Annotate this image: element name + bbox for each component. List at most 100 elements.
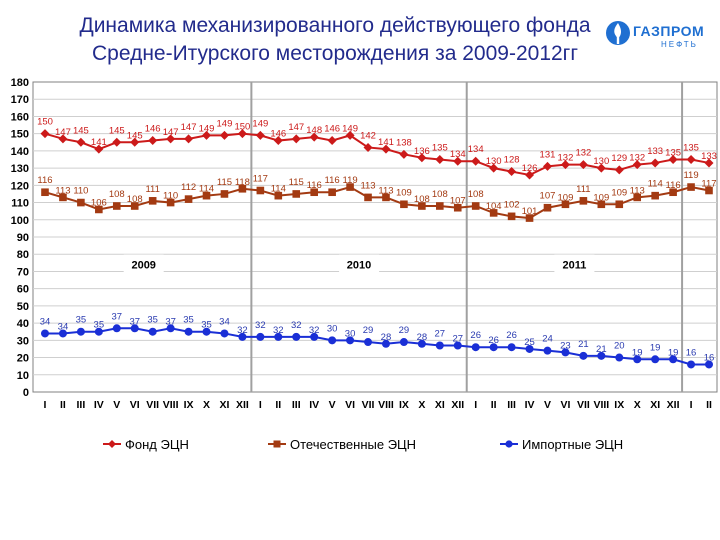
y-tick-label: 180 — [11, 77, 29, 89]
data-point — [525, 344, 534, 353]
data-label: 26 — [488, 335, 499, 346]
data-point — [489, 209, 498, 217]
data-label: 19 — [668, 347, 679, 358]
data-label: 108 — [432, 189, 448, 200]
data-point — [292, 190, 301, 198]
data-point — [148, 197, 157, 205]
data-label: 113 — [630, 185, 645, 196]
gazprom-neft-logo: ГАЗПРОМ НЕФТЬ — [606, 21, 704, 49]
data-point — [560, 160, 570, 170]
data-point — [597, 200, 606, 209]
legend-marker — [273, 440, 281, 448]
data-label: 147 — [55, 127, 71, 138]
data-point — [542, 161, 552, 171]
data-label: 102 — [504, 199, 520, 210]
data-label: 101 — [522, 206, 538, 217]
data-label: 108 — [468, 189, 484, 200]
legend-label: Импортные ЭЦН — [522, 437, 623, 452]
data-label: 32 — [291, 320, 302, 331]
data-label: 23 — [560, 340, 571, 351]
data-point — [417, 339, 426, 348]
data-label: 116 — [37, 175, 52, 186]
data-point — [166, 198, 175, 207]
data-label: 111 — [145, 184, 159, 195]
data-point — [578, 160, 588, 170]
data-point — [453, 203, 462, 212]
data-label: 134 — [450, 149, 466, 160]
x-tick-label: V — [544, 399, 551, 411]
data-point — [95, 205, 103, 214]
y-tick-label: 10 — [17, 370, 29, 382]
data-label: 146 — [145, 124, 161, 135]
y-tick-label: 100 — [11, 215, 29, 227]
y-tick-label: 90 — [17, 232, 29, 244]
data-label: 37 — [111, 311, 122, 322]
data-label: 135 — [683, 143, 699, 154]
data-label: 27 — [435, 329, 446, 340]
data-point — [310, 188, 318, 197]
data-point — [58, 329, 67, 338]
data-label: 19 — [632, 347, 643, 358]
data-label: 32 — [255, 320, 266, 331]
data-point — [219, 130, 229, 140]
year-label: 2010 — [347, 260, 371, 272]
x-tick-label: II — [275, 399, 281, 411]
data-label: 135 — [432, 143, 448, 154]
data-label: 108 — [127, 194, 143, 205]
chart-title-line-1: Динамика механизированного действующего … — [79, 14, 591, 37]
data-point — [489, 163, 499, 173]
data-point — [220, 190, 229, 198]
data-point — [274, 332, 283, 341]
data-point — [381, 339, 390, 348]
logo-subtext: НЕФТЬ — [661, 40, 698, 49]
y-tick-label: 170 — [11, 94, 29, 106]
y-tick-label: 160 — [11, 111, 29, 123]
data-point — [94, 327, 103, 336]
data-label: 109 — [396, 187, 412, 198]
data-point — [184, 327, 193, 336]
x-tick-label: IV — [309, 399, 319, 411]
legend-marker — [505, 440, 513, 448]
data-label: 32 — [273, 325, 284, 336]
data-point — [112, 202, 121, 210]
data-label: 35 — [76, 315, 87, 326]
chart-title: Динамика механизированного действующего … — [0, 12, 670, 68]
data-label: 147 — [181, 122, 197, 133]
data-point — [328, 336, 337, 345]
data-label: 141 — [91, 137, 107, 148]
data-label: 21 — [578, 339, 589, 350]
data-point — [471, 343, 480, 352]
data-point — [633, 355, 642, 364]
x-tick-label: XII — [451, 399, 464, 411]
legend-item: Отечественные ЭЦН — [268, 437, 416, 452]
data-label: 27 — [452, 334, 463, 345]
data-point — [561, 200, 570, 209]
year-label-box — [339, 254, 380, 273]
x-tick-label: IV — [94, 399, 104, 411]
data-label: 114 — [199, 184, 214, 195]
data-label: 37 — [129, 316, 140, 327]
data-point — [237, 129, 247, 139]
data-label: 19 — [650, 342, 661, 353]
data-label: 116 — [325, 175, 340, 186]
data-label: 138 — [396, 137, 412, 148]
data-label: 34 — [40, 316, 51, 327]
data-point — [435, 155, 445, 164]
data-label: 119 — [683, 170, 698, 181]
x-tick-label: VII — [577, 399, 590, 411]
x-tick-label: VII — [146, 399, 159, 411]
data-label: 109 — [611, 187, 627, 198]
data-point — [615, 353, 624, 362]
data-point — [632, 160, 642, 170]
data-label: 146 — [270, 129, 286, 140]
chart-title-line-2: Средне-Итурского месторождения за 2009-2… — [92, 42, 578, 65]
data-point — [184, 195, 193, 203]
x-tick-label: VII — [362, 399, 375, 411]
data-label: 16 — [704, 352, 715, 363]
data-point — [507, 212, 516, 221]
data-label: 150 — [37, 117, 53, 128]
x-tick-label: IX — [399, 399, 409, 411]
x-tick-label: I — [474, 399, 477, 411]
x-tick-label: VI — [560, 399, 570, 411]
